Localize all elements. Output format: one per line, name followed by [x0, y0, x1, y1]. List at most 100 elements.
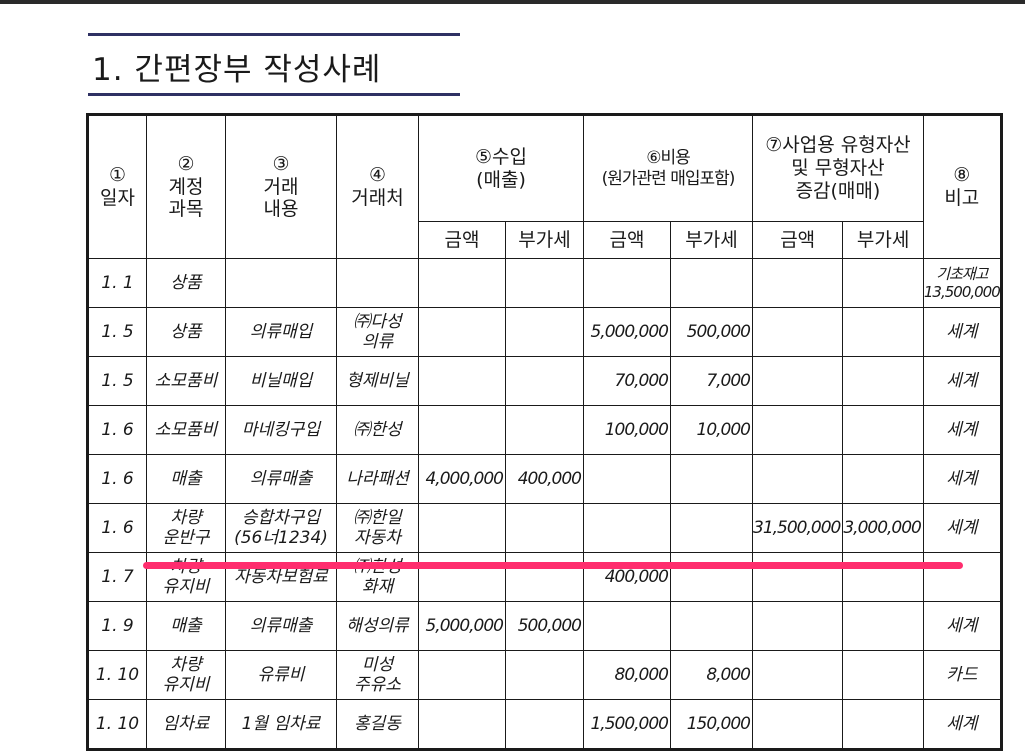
cell-account: 임차료 — [146, 699, 226, 750]
cell-asset-amount — [751, 650, 844, 700]
cell-account: 상품 — [146, 307, 226, 357]
cell-income-amount — [418, 552, 506, 602]
cell-date: 1. 1 — [87, 258, 147, 308]
cell-expense-amount: 400,000 — [583, 552, 671, 602]
cell-date: 1. 6 — [87, 405, 147, 455]
cell-income-amount — [418, 307, 506, 357]
table-row: 1. 10 차량 유지비 유류비 미성 주유소 80,000 8,000 카드 — [87, 650, 1002, 700]
highlight-underline — [143, 562, 963, 569]
header-content: ③ 거래 내용 — [225, 114, 337, 259]
cell-asset-vat — [842, 258, 924, 308]
cell-asset-vat — [842, 454, 924, 504]
cell-date: 1. 5 — [87, 356, 147, 406]
cell-partner: ㈜다성 의류 — [336, 307, 419, 357]
cell-income-vat — [505, 699, 584, 750]
cell-content: 유류비 — [225, 650, 337, 700]
header-assets: ⑦사업용 유형자산 및 무형자산 증감(매매) — [752, 114, 924, 222]
cell-expense-vat — [670, 552, 753, 602]
header-note: ⑧ 비고 — [922, 114, 1002, 259]
cell-partner: ㈜한성 — [336, 405, 419, 455]
cell-note: 세계 — [922, 356, 1002, 406]
cell-note: 기초재고 13,500,000 — [922, 258, 1002, 308]
cell-account: 소모품비 — [146, 405, 226, 455]
cell-content: 비닐매입 — [225, 356, 337, 406]
header-date: ① 일자 — [87, 114, 147, 259]
header-assets-amount: 금액 — [751, 221, 844, 259]
table-row: 1. 9 매출 의류매출 해성의류 5,000,000 500,000 세계 — [87, 601, 1002, 651]
cell-asset-amount — [751, 258, 844, 308]
cell-partner: 홍길동 — [336, 699, 419, 750]
cell-income-vat — [505, 650, 584, 700]
table-row: 1. 10 임차료 1월 임차료 홍길동 1,500,000 150,000 세계 — [87, 699, 1002, 750]
cell-income-vat — [505, 356, 584, 406]
cell-expense-vat: 500,000 — [670, 307, 753, 357]
header-income-amount: 금액 — [418, 221, 506, 259]
cell-expense-amount: 5,000,000 — [583, 307, 671, 357]
header-income: ⑤수입 (매출) — [418, 114, 584, 222]
cell-date: 1. 10 — [87, 699, 147, 750]
header-expense-vat: 부가세 — [670, 221, 753, 259]
cell-expense-amount: 70,000 — [583, 356, 671, 406]
header-expense: ⑥비용 (원가관련 매입포함) — [583, 114, 753, 222]
cell-account: 매출 — [146, 454, 226, 504]
cell-account: 소모품비 — [146, 356, 226, 406]
cell-partner: 나라패션 — [336, 454, 419, 504]
cell-expense-amount: 1,500,000 — [583, 699, 671, 750]
cell-income-amount — [418, 699, 506, 750]
cell-partner: 미성 주유소 — [336, 650, 419, 700]
cell-expense-amount — [583, 454, 671, 504]
table-row: 1. 6 소모품비 마네킹구입 ㈜한성 100,000 10,000 세계 — [87, 405, 1002, 455]
cell-income-amount — [418, 258, 506, 308]
cell-content: 마네킹구입 — [225, 405, 337, 455]
cell-asset-vat: 3,000,000 — [842, 503, 924, 553]
cell-expense-vat — [670, 503, 753, 553]
cell-note — [922, 552, 1002, 602]
table-row: 1. 5 상품 의류매입 ㈜다성 의류 5,000,000 500,000 세계 — [87, 307, 1002, 357]
cell-income-vat: 400,000 — [505, 454, 584, 504]
cell-asset-vat — [842, 601, 924, 651]
cell-content: 자동차보험료 — [225, 552, 337, 602]
cell-income-amount — [418, 503, 506, 553]
cell-note: 세계 — [922, 454, 1002, 504]
cell-expense-vat — [670, 258, 753, 308]
cell-asset-amount — [751, 307, 844, 357]
header-assets-vat: 부가세 — [842, 221, 924, 259]
header-expense-amount: 금액 — [583, 221, 671, 259]
cell-account: 차량 운반구 — [146, 503, 226, 553]
cell-date: 1. 10 — [87, 650, 147, 700]
cell-content: 1월 임차료 — [225, 699, 337, 750]
cell-date: 1. 6 — [87, 454, 147, 504]
cell-note: 카드 — [922, 650, 1002, 700]
cell-income-amount — [418, 405, 506, 455]
header-partner: ④ 거래처 — [336, 114, 419, 259]
cell-partner: ㈜한성 화재 — [336, 552, 419, 602]
cell-asset-vat — [842, 699, 924, 750]
cell-income-vat — [505, 258, 584, 308]
cell-account: 매출 — [146, 601, 226, 651]
cell-note: 세계 — [922, 699, 1002, 750]
table-row: 1. 1 상품 기초재고 13,500,000 — [87, 258, 1002, 308]
cell-date: 1. 7 — [87, 552, 147, 602]
cell-income-vat — [505, 307, 584, 357]
cell-account: 차량 유지비 — [146, 552, 226, 602]
cell-account: 차량 유지비 — [146, 650, 226, 700]
cell-account: 상품 — [146, 258, 226, 308]
cell-expense-vat: 150,000 — [670, 699, 753, 750]
cell-expense-amount — [583, 503, 671, 553]
cell-asset-amount — [751, 699, 844, 750]
cell-expense-vat: 10,000 — [670, 405, 753, 455]
cell-note: 세계 — [922, 405, 1002, 455]
cell-income-vat — [505, 405, 584, 455]
cell-note: 세계 — [922, 503, 1002, 553]
cell-content: 의류매출 — [225, 601, 337, 651]
title-rule-top — [88, 33, 460, 36]
header-income-vat: 부가세 — [505, 221, 584, 259]
cell-partner: ㈜한일 자동차 — [336, 503, 419, 553]
cell-income-amount — [418, 650, 506, 700]
cell-partner — [336, 258, 419, 308]
cell-date: 1. 6 — [87, 503, 147, 553]
cell-date: 1. 9 — [87, 601, 147, 651]
cell-asset-amount — [751, 356, 844, 406]
header-account: ② 계정 과목 — [146, 114, 226, 259]
